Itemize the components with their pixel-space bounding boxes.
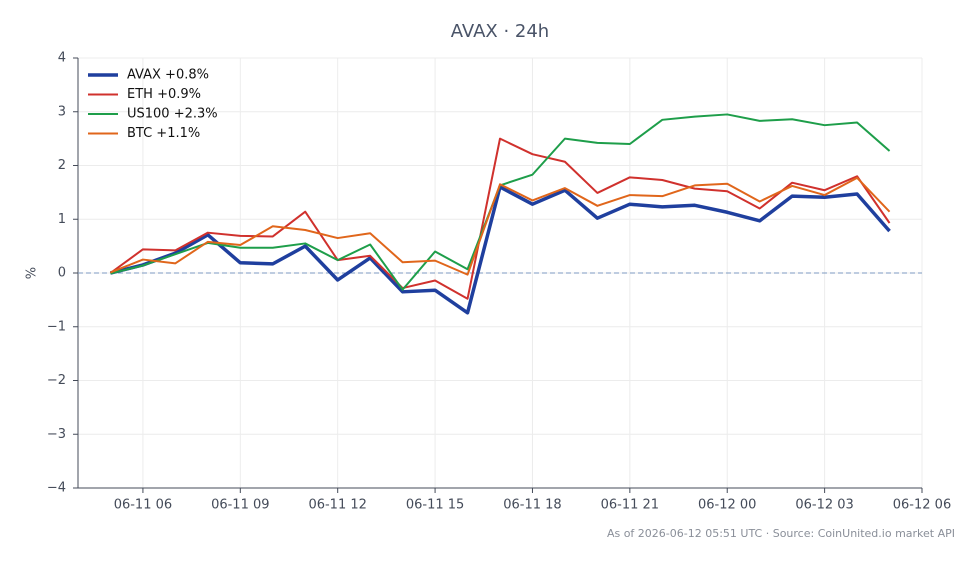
legend-label: AVAX +0.8% — [127, 68, 209, 83]
y-tick-label: 3 — [58, 104, 66, 119]
x-tick-label: 06-11 18 — [503, 498, 561, 513]
y-tick-label: 0 — [58, 266, 66, 281]
chart-title: AVAX · 24h — [451, 21, 549, 42]
y-tick-label: 1 — [58, 212, 66, 227]
series-line — [110, 176, 891, 276]
x-tick-label: 06-11 09 — [211, 498, 269, 513]
x-tick-label: 06-11 12 — [308, 498, 366, 513]
x-tick-label: 06-11 21 — [601, 498, 659, 513]
series-line — [110, 185, 891, 315]
y-tick-label: 4 — [58, 51, 66, 66]
footer: As of 2026-06-12 05:51 UTC · Source: Coi… — [607, 527, 955, 540]
x-tick-label: 06-11 06 — [114, 498, 172, 513]
legend-label: BTC +1.1% — [127, 126, 200, 141]
y-tick-label: −1 — [47, 319, 66, 334]
x-tick-label: 06-12 00 — [698, 498, 756, 513]
y-tick-label: −4 — [47, 481, 66, 496]
y-axis-label: % — [25, 267, 40, 279]
x-tick-label: 06-12 03 — [795, 498, 853, 513]
y-tick-label: −3 — [47, 427, 66, 442]
legend-label: ETH +0.9% — [127, 87, 201, 102]
y-tick-label: −2 — [47, 373, 66, 388]
y-tick-label: 2 — [58, 158, 66, 173]
x-tick-label: 06-11 15 — [406, 498, 464, 513]
x-tick-label: 06-12 06 — [893, 498, 951, 513]
series-line — [109, 137, 891, 300]
legend-label: US100 +2.3% — [127, 107, 218, 122]
